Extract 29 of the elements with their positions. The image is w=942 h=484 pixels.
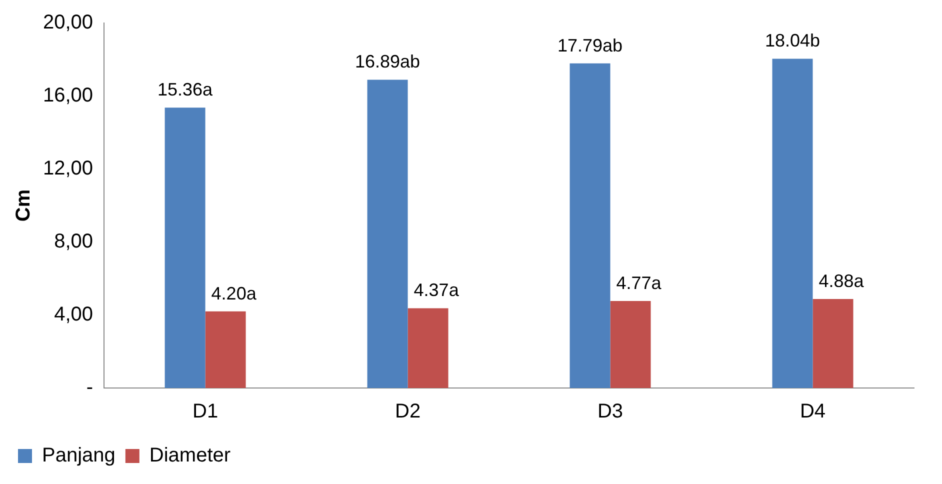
legend-label: Panjang: [42, 444, 116, 467]
bar: [812, 298, 854, 388]
data-label: 4.37a: [414, 280, 460, 300]
y-tick-label: 12,00: [42, 158, 94, 180]
data-label: 18.04b: [764, 30, 820, 51]
y-tick-label: 4,00: [54, 304, 94, 326]
bar: [164, 108, 206, 388]
data-label: 15.36a: [158, 80, 214, 100]
bar: [205, 311, 246, 388]
x-tick-label: D3: [597, 400, 624, 423]
y-axis-title: Cm: [12, 189, 35, 222]
y-tick-label: 20,00: [42, 12, 94, 34]
data-label: 17.79ab: [557, 35, 623, 56]
data-label: 4.20a: [211, 283, 258, 304]
bar: [570, 63, 610, 388]
data-label: 4.88a: [818, 270, 865, 291]
y-tick-label: -: [86, 376, 94, 399]
x-tick-label: D1: [192, 400, 218, 423]
bar: [610, 300, 651, 388]
legend-label: Diameter: [149, 444, 231, 467]
x-tick-label: D4: [800, 400, 826, 423]
y-tick-label: 16,00: [42, 84, 94, 107]
x-tick-label: D2: [394, 400, 421, 423]
y-tick-label: 8,00: [54, 230, 94, 253]
bar: [772, 58, 813, 388]
data-label: 16.89ab: [354, 52, 420, 72]
bar: [367, 80, 408, 388]
data-label: 4.77a: [616, 272, 662, 293]
bar: [408, 308, 448, 388]
